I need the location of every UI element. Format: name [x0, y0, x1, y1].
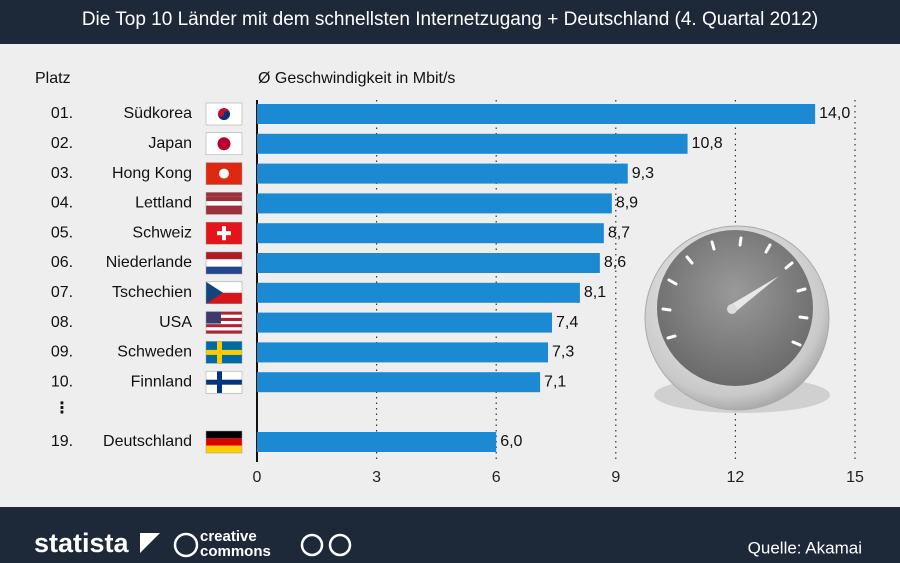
- category-label: USA: [159, 314, 192, 331]
- flag: [206, 371, 242, 394]
- flag-border: [205, 102, 243, 126]
- category-label: Tschechien: [112, 284, 192, 301]
- rank-label: 10.: [51, 373, 73, 390]
- x-tick-label: 3: [372, 469, 381, 486]
- value-label: 10,8: [692, 135, 723, 152]
- rank-label: 05.: [51, 224, 73, 241]
- flag: [206, 192, 242, 215]
- category-label: Finnland: [131, 373, 192, 390]
- source: Quelle: Akamai: [748, 538, 862, 557]
- rank-label: 07.: [51, 284, 73, 301]
- x-tick-label: 15: [846, 469, 864, 486]
- value-label: 9,3: [632, 165, 654, 182]
- value-header: Ø Geschwindigkeit in Mbit/s: [258, 70, 455, 87]
- flag-border: [205, 341, 243, 364]
- rank-label: 06.: [51, 254, 73, 271]
- rank-label: 09.: [51, 344, 73, 361]
- flag: [206, 162, 242, 185]
- category-label: Niederlande: [106, 254, 192, 271]
- bar: [257, 372, 541, 393]
- value-label: 7,1: [544, 373, 566, 390]
- flag: [206, 252, 242, 274]
- rank-header: Platz: [35, 70, 71, 87]
- flag: [206, 311, 242, 334]
- bar: [257, 133, 688, 154]
- category-label: Deutschland: [103, 433, 192, 450]
- bar: [257, 163, 628, 184]
- rank-label: 19.: [51, 433, 73, 450]
- flag-border: [205, 192, 243, 215]
- category-label: Südkorea: [124, 105, 193, 122]
- bar: [257, 432, 497, 452]
- bar: [257, 342, 549, 363]
- rank-label: 03.: [51, 165, 73, 182]
- nd-icon: [328, 533, 352, 557]
- value-label: 7,4: [556, 314, 578, 331]
- license-line1: creative: [200, 528, 257, 545]
- x-tick-label: 9: [611, 469, 620, 486]
- flag-border: [205, 162, 243, 185]
- flag-border: [205, 311, 243, 334]
- bar: [257, 104, 816, 124]
- by-icon: [300, 533, 324, 557]
- category-label: Japan: [148, 135, 192, 152]
- flag-border: [205, 430, 243, 454]
- flag: [206, 341, 242, 364]
- flag-border: [205, 132, 243, 156]
- flag: [206, 431, 242, 453]
- rank-label: 08.: [51, 314, 73, 331]
- x-tick-label: 12: [727, 469, 745, 486]
- rank-label: 01.: [51, 105, 73, 122]
- speedometer: [644, 225, 830, 413]
- value-label: 8,6: [604, 254, 626, 271]
- brand: statista: [34, 528, 130, 558]
- license-line2: commons: [200, 543, 271, 560]
- value-label: 8,9: [616, 195, 638, 212]
- x-tick-label: 0: [253, 469, 262, 486]
- bar: [257, 253, 600, 273]
- category-label: Schweiz: [132, 224, 192, 241]
- category-label: Schweden: [117, 344, 192, 361]
- flag-border: [205, 281, 243, 305]
- flag-border: [205, 370, 243, 394]
- flag: [206, 132, 242, 155]
- bar: [257, 223, 604, 244]
- title: Die Top 10 Länder mit dem schnellsten In…: [82, 9, 818, 30]
- category-label: Hong Kong: [112, 165, 192, 182]
- value-label: 8,7: [608, 224, 630, 241]
- bar: [257, 193, 612, 214]
- brand-icon: [140, 533, 160, 553]
- gap-marker: ⋮: [54, 400, 70, 417]
- bar: [257, 282, 580, 303]
- flag: [206, 222, 242, 245]
- value-label: 6,0: [500, 433, 522, 450]
- flag: [206, 103, 242, 125]
- cc-icon: [173, 532, 199, 558]
- value-label: 8,1: [584, 284, 606, 301]
- value-label: 7,3: [552, 344, 574, 361]
- rank-label: 04.: [51, 195, 73, 212]
- category-label: Lettland: [135, 195, 192, 212]
- value-label: 14,0: [819, 105, 850, 122]
- header-bar: [0, 0, 900, 44]
- rank-label: 02.: [51, 135, 73, 152]
- flag: [206, 281, 242, 304]
- flag-border: [205, 221, 243, 245]
- flag-border: [205, 251, 243, 275]
- x-tick-label: 6: [492, 469, 501, 486]
- bar: [257, 312, 553, 333]
